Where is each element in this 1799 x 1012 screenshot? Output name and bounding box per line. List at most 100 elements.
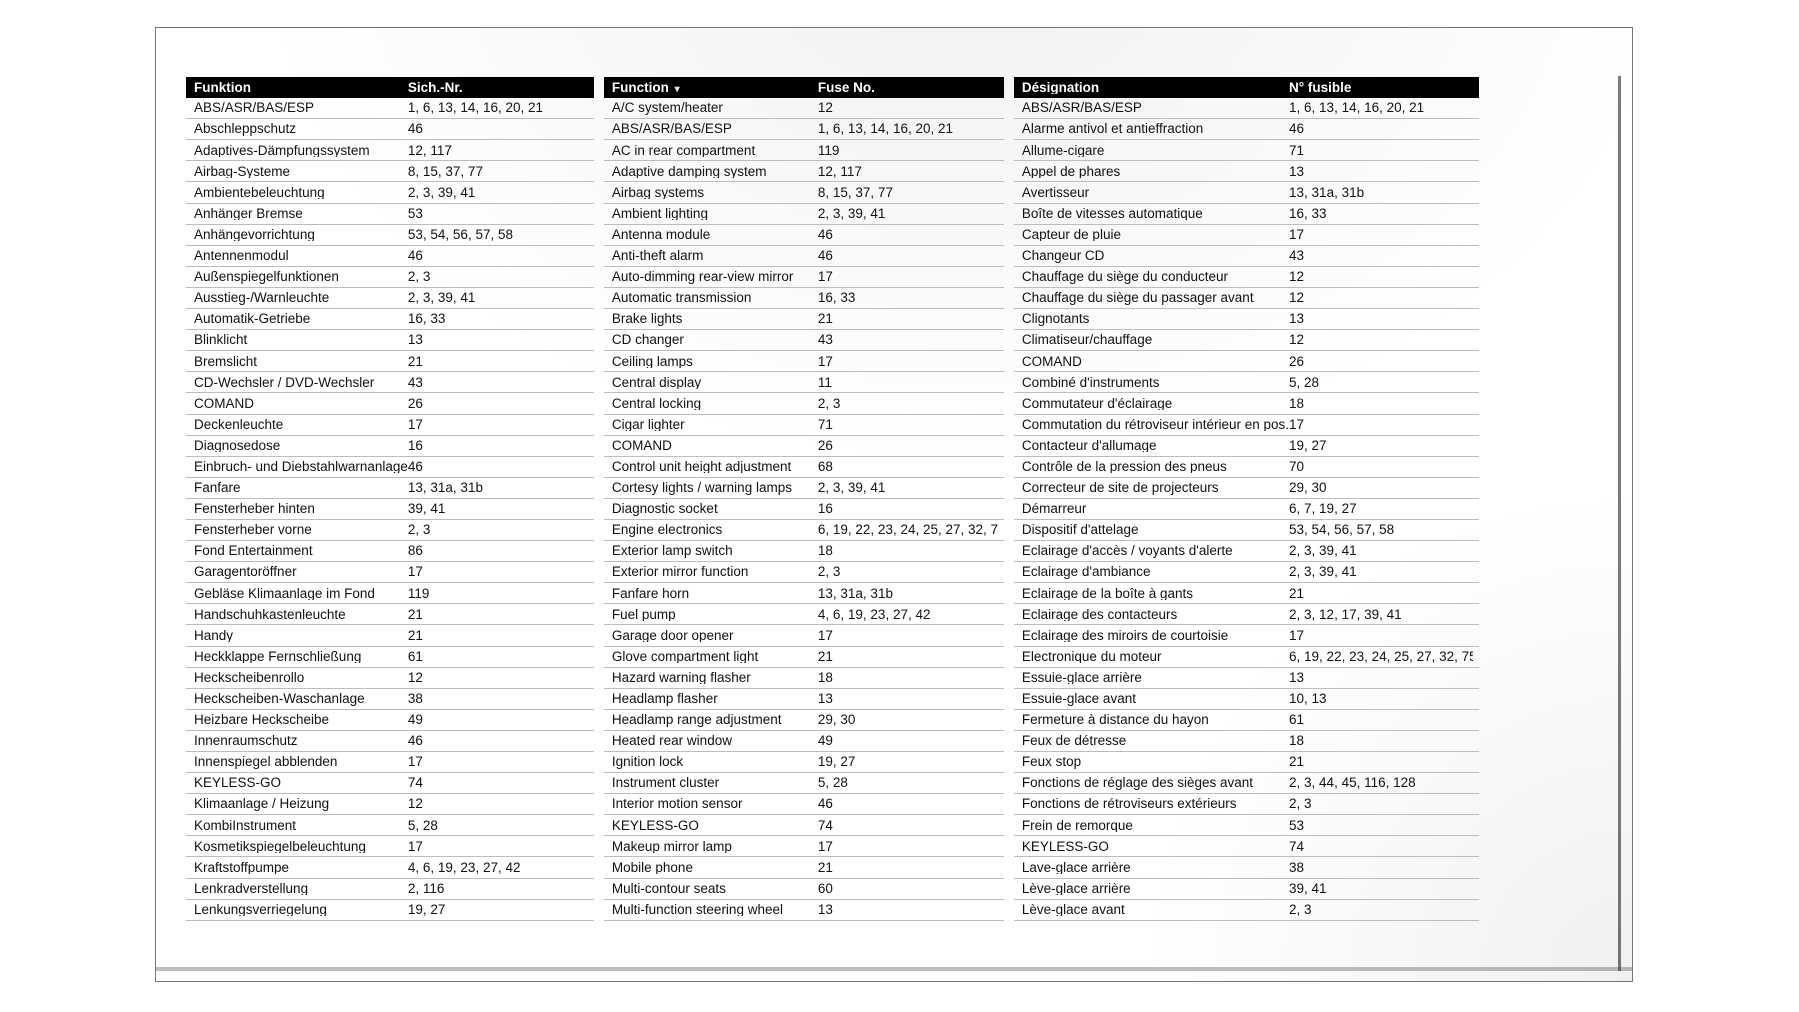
function-cell: A/C system/heater (612, 101, 818, 115)
fuse-cell: 43 (818, 333, 998, 347)
fuse-cell: 17 (818, 629, 998, 643)
header-function-en: Function ▾ (612, 81, 818, 95)
function-cell: Heckklappe Fernschließung (194, 650, 408, 664)
table-row: Eclairage des miroirs de courtoisie17 (1014, 625, 1479, 646)
fuse-cell: 2, 116 (408, 882, 588, 896)
table-row: Boîte de vitesses automatique16, 33 (1014, 204, 1479, 225)
function-cell: Heated rear window (612, 734, 818, 748)
function-cell: COMAND (1022, 355, 1289, 369)
fuse-cell: 46 (1289, 122, 1473, 136)
function-cell: Feux stop (1022, 755, 1289, 769)
fuse-cell: 26 (1289, 355, 1473, 369)
table-row: Automatic transmission16, 33 (604, 288, 1004, 309)
table-row: Instrument cluster5, 28 (604, 773, 1004, 794)
table-row: Changeur CD43 (1014, 246, 1479, 267)
fuse-cell: 8, 15, 37, 77 (818, 186, 998, 200)
function-cell: Adaptives-Dämpfungssystem (194, 144, 408, 158)
function-cell: Lave-glace arrière (1022, 861, 1289, 875)
table-row: Heated rear window49 (604, 731, 1004, 752)
fuse-cell: 21 (818, 312, 998, 326)
table-row: Außenspiegelfunktionen2, 3 (186, 267, 594, 288)
function-cell: Innenraumschutz (194, 734, 408, 748)
fuse-cell: 17 (1289, 228, 1473, 242)
table-row: KombiInstrument5, 28 (186, 815, 594, 836)
function-cell: COMAND (194, 397, 408, 411)
function-cell: ABS/ASR/BAS/ESP (612, 122, 818, 136)
table-row: CD changer43 (604, 330, 1004, 351)
function-cell: Fonctions de réglage des sièges avant (1022, 776, 1289, 790)
function-cell: Dispositif d'attelage (1022, 523, 1289, 537)
table-row: Clignotants13 (1014, 309, 1479, 330)
table-row: Engine electronics6, 19, 22, 23, 24, 25,… (604, 520, 1004, 541)
function-cell: Exterior lamp switch (612, 544, 818, 558)
function-cell: KEYLESS-GO (612, 819, 818, 833)
fuse-cell: 74 (1289, 840, 1473, 854)
fuse-cell: 4, 6, 19, 23, 27, 42 (818, 608, 998, 622)
table-row: Alarme antivol et antieffraction46 (1014, 119, 1479, 140)
fuse-cell: 2, 3, 39, 41 (1289, 565, 1473, 579)
fuse-cell: 61 (408, 650, 588, 664)
fuse-cell: 60 (818, 882, 998, 896)
fuse-cell: 4, 6, 19, 23, 27, 42 (408, 861, 588, 875)
function-cell: Ignition lock (612, 755, 818, 769)
function-cell: Auto-dimming rear-view mirror (612, 270, 818, 284)
fuse-cell: 19, 27 (818, 755, 998, 769)
function-cell: Commutateur d'éclairage (1022, 397, 1289, 411)
function-cell: Automatik-Getriebe (194, 312, 408, 326)
function-cell: Feux de détresse (1022, 734, 1289, 748)
fuse-cell: 26 (818, 439, 998, 453)
fuse-cell: 21 (408, 355, 588, 369)
function-cell: Gebläse Klimaanlage im Fond (194, 587, 408, 601)
function-cell: Fuel pump (612, 608, 818, 622)
table-row: Einbruch- und Diebstahlwarnanlage46 (186, 457, 594, 478)
table-row: Kosmetikspiegelbeleuchtung17 (186, 836, 594, 857)
function-cell: Eclairage d'accès / voyants d'alerte (1022, 544, 1289, 558)
table-row: Contacteur d'allumage19, 27 (1014, 436, 1479, 457)
function-cell: Essuie-glace arrière (1022, 671, 1289, 685)
function-cell: Fensterheber vorne (194, 523, 408, 537)
table-row: Headlamp range adjustment29, 30 (604, 710, 1004, 731)
fuse-cell: 8, 15, 37, 77 (408, 165, 588, 179)
table-row: Heizbare Heckscheibe49 (186, 710, 594, 731)
fuse-cell: 74 (408, 776, 588, 790)
fuse-cell: 13 (818, 903, 998, 917)
function-cell: Fond Entertainment (194, 544, 408, 558)
column-de-header: Funktion Sich.-Nr. (186, 77, 594, 98)
fuse-cell: 46 (408, 122, 588, 136)
fuse-cell: 86 (408, 544, 588, 558)
table-row: Ignition lock19, 27 (604, 752, 1004, 773)
function-cell: KEYLESS-GO (1022, 840, 1289, 854)
table-row: Fonctions de réglage des sièges avant2, … (1014, 773, 1479, 794)
page-right-edge (1618, 76, 1621, 971)
table-row: Makeup mirror lamp17 (604, 836, 1004, 857)
function-cell: Einbruch- und Diebstahlwarnanlage (194, 460, 408, 474)
table-row: KEYLESS-GO74 (186, 773, 594, 794)
page-bottom-edge (156, 967, 1632, 971)
function-cell: Lève-glace arrière (1022, 882, 1289, 896)
table-row: Ausstieg-/Warnleuchte2, 3, 39, 41 (186, 288, 594, 309)
table-row: Garage door opener17 (604, 625, 1004, 646)
fuse-cell: 1, 6, 13, 14, 16, 20, 21 (818, 122, 998, 136)
table-row: Gebläse Klimaanlage im Fond119 (186, 583, 594, 604)
table-row: Fond Entertainment86 (186, 541, 594, 562)
function-cell: Central locking (612, 397, 818, 411)
table-row: A/C system/heater12 (604, 98, 1004, 119)
fuse-cell: 12, 117 (408, 144, 588, 158)
table-row: Allume-cigare71 (1014, 140, 1479, 161)
table-row: Adaptive damping system12, 117 (604, 161, 1004, 182)
function-cell: Blinklicht (194, 333, 408, 347)
table-row: Multi-contour seats60 (604, 879, 1004, 900)
fuse-cell: 17 (1289, 418, 1473, 432)
function-cell: Automatic transmission (612, 291, 818, 305)
fuse-cell: 46 (818, 249, 998, 263)
table-row: Ceiling lamps17 (604, 351, 1004, 372)
fuse-cell: 29, 30 (1289, 481, 1473, 495)
fuse-cell: 6, 19, 22, 23, 24, 25, 27, 32, 75 (818, 523, 998, 537)
fuse-cell: 43 (408, 376, 588, 390)
fuse-cell: 74 (818, 819, 998, 833)
fuse-cell: 2, 3 (408, 523, 588, 537)
table-row: Mobile phone21 (604, 857, 1004, 878)
table-row: KEYLESS-GO74 (604, 815, 1004, 836)
fuse-cell: 13 (1289, 165, 1473, 179)
fuse-cell: 12 (818, 101, 998, 115)
